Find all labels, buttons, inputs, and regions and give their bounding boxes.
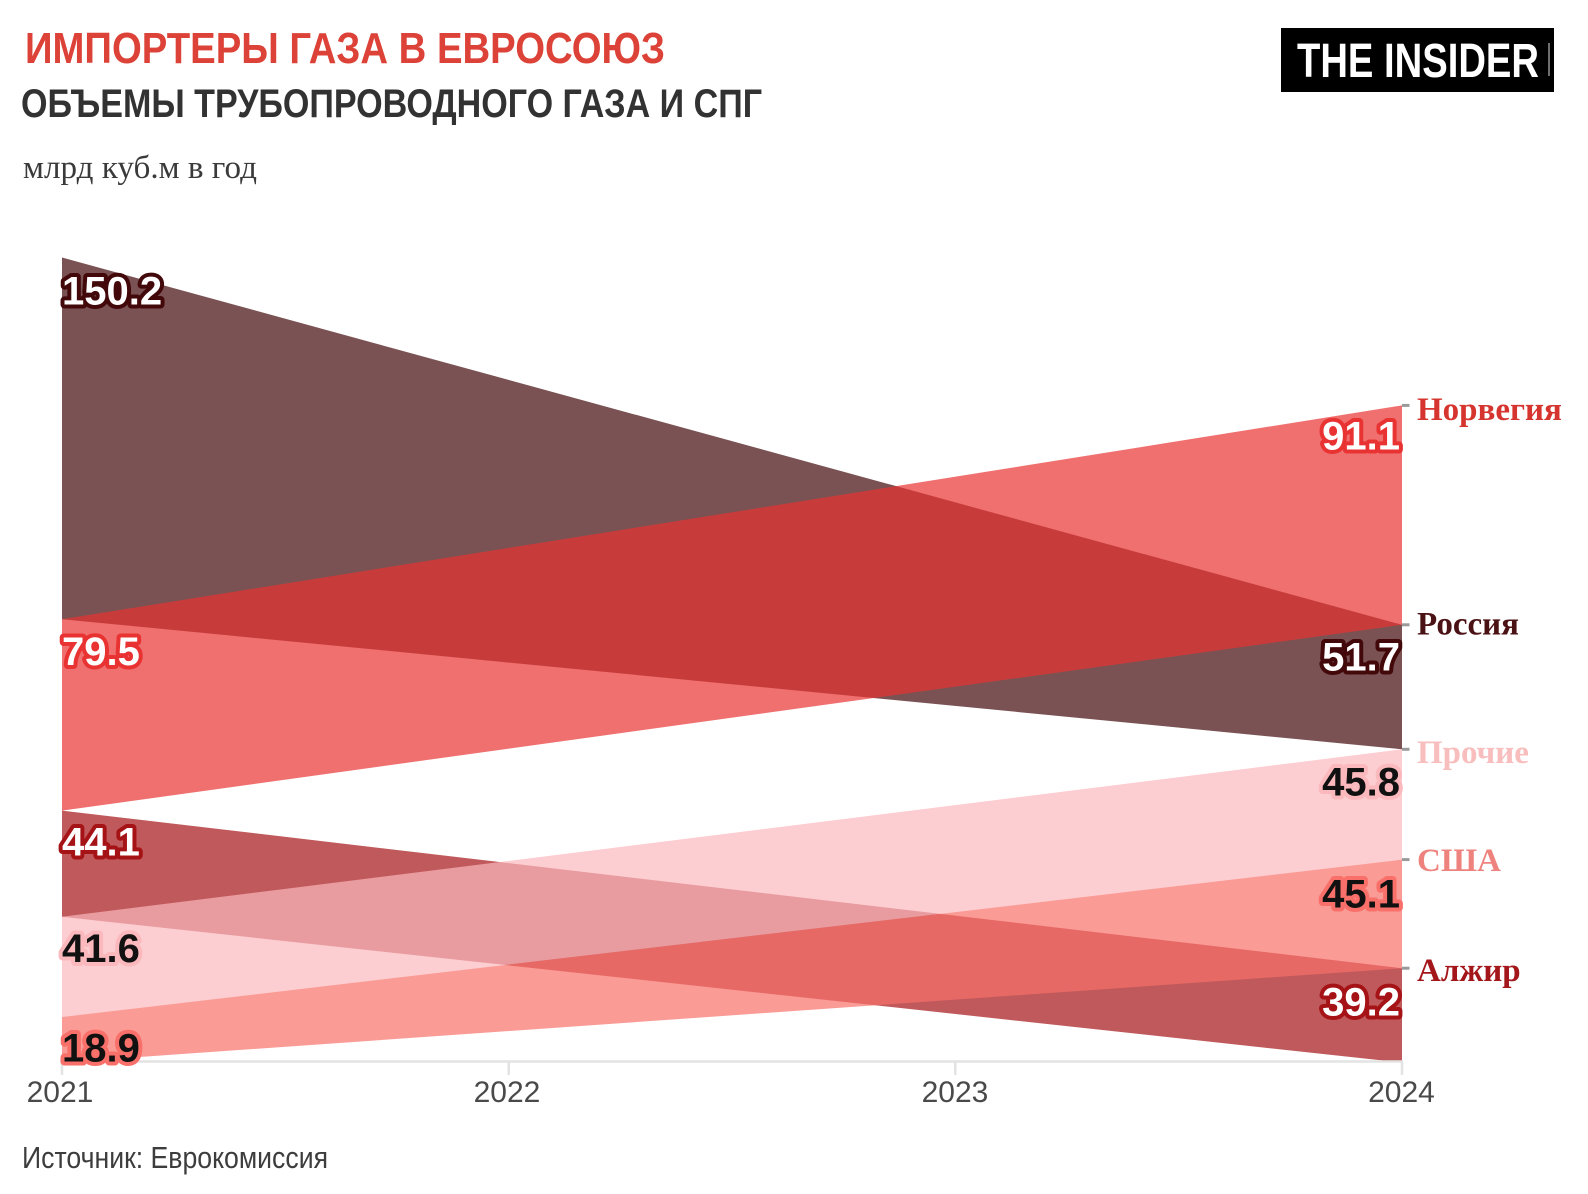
svg-text:Норвегия: Норвегия [1417, 392, 1562, 428]
svg-text:44.1: 44.1 [62, 821, 140, 865]
svg-text:2021: 2021 [27, 1076, 94, 1109]
svg-text:18.9: 18.9 [62, 1027, 140, 1071]
svg-text:79.5: 79.5 [62, 630, 140, 674]
svg-text:Источник: Еврокомиссия: Источник: Еврокомиссия [22, 1140, 328, 1175]
svg-text:2022: 2022 [474, 1076, 541, 1109]
svg-text:Россия: Россия [1417, 607, 1519, 643]
svg-text:млрд куб.м в год: млрд куб.м в год [23, 150, 257, 186]
svg-text:THE INSIDER: THE INSIDER [1297, 35, 1539, 88]
svg-text:ИМПОРТЕРЫ ГАЗА В ЕВРОСОЮЗ: ИМПОРТЕРЫ ГАЗА В ЕВРОСОЮЗ [25, 24, 665, 73]
svg-text:Алжир: Алжир [1417, 953, 1521, 989]
svg-text:США: США [1417, 843, 1501, 879]
svg-text:2024: 2024 [1368, 1076, 1435, 1109]
svg-text:91.1: 91.1 [1322, 415, 1400, 459]
svg-text:39.2: 39.2 [1322, 981, 1400, 1025]
svg-text:2023: 2023 [922, 1076, 989, 1109]
svg-text:45.8: 45.8 [1322, 761, 1400, 805]
svg-text:ОБЪЕМЫ ТРУБОПРОВОДНОГО ГАЗА И: ОБЪЕМЫ ТРУБОПРОВОДНОГО ГАЗА И СПГ [21, 82, 762, 126]
svg-text:45.1: 45.1 [1322, 873, 1400, 917]
svg-text:Прочие: Прочие [1417, 735, 1529, 771]
svg-text:41.6: 41.6 [62, 927, 140, 971]
svg-text:150.2: 150.2 [62, 270, 162, 314]
svg-text:51.7: 51.7 [1322, 636, 1400, 680]
